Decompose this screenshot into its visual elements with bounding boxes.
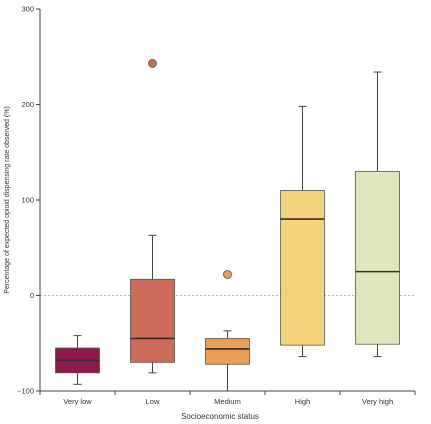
y-axis-label: Percentage of expected opioid dispensing… bbox=[4, 106, 11, 294]
y-tick-label: 100 bbox=[21, 196, 34, 205]
box-group bbox=[130, 59, 175, 374]
x-tick-label: Very high bbox=[362, 397, 393, 406]
x-tick-label: Very low bbox=[63, 397, 92, 406]
box-group bbox=[355, 71, 400, 358]
outlier-point bbox=[223, 270, 232, 279]
box-group bbox=[205, 270, 250, 392]
x-axis-label: Socioeconomic status bbox=[181, 412, 259, 421]
box-layer bbox=[55, 59, 400, 392]
x-tick-label: Medium bbox=[214, 397, 241, 406]
x-tick-label: Low bbox=[146, 397, 160, 406]
y-tick-label: 200 bbox=[21, 100, 34, 109]
y-tick-label: −100 bbox=[17, 387, 34, 396]
x-tick-label: High bbox=[295, 397, 310, 406]
iqr-box bbox=[205, 338, 250, 365]
iqr-box bbox=[130, 278, 175, 363]
box-group bbox=[280, 105, 325, 358]
y-tick-label: 300 bbox=[21, 5, 34, 14]
y-tick-label: 0 bbox=[30, 291, 34, 300]
iqr-box bbox=[280, 190, 325, 346]
iqr-box bbox=[355, 170, 400, 345]
box-group bbox=[55, 335, 100, 385]
outlier-point bbox=[148, 59, 157, 68]
